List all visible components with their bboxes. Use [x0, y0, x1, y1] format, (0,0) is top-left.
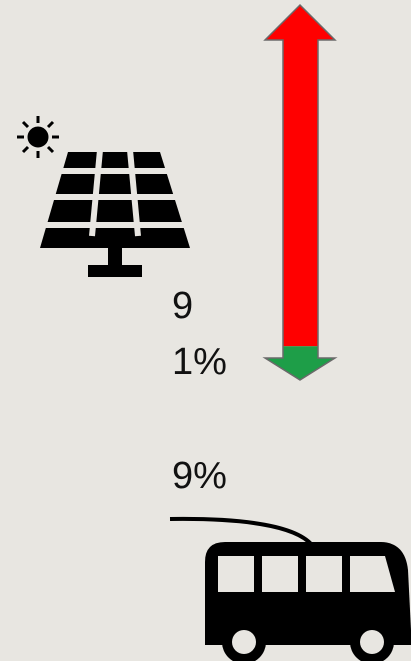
bus-share-label: 9% [172, 455, 227, 497]
arrow-outline [262, 3, 338, 381]
solar-panel-icon [40, 149, 190, 277]
solar-share-label: 91% [172, 285, 227, 383]
flow-arrow [265, 5, 335, 380]
arrow-segment [265, 5, 335, 347]
sun-icon [17, 116, 59, 158]
trolleybus-icon [169, 516, 411, 661]
